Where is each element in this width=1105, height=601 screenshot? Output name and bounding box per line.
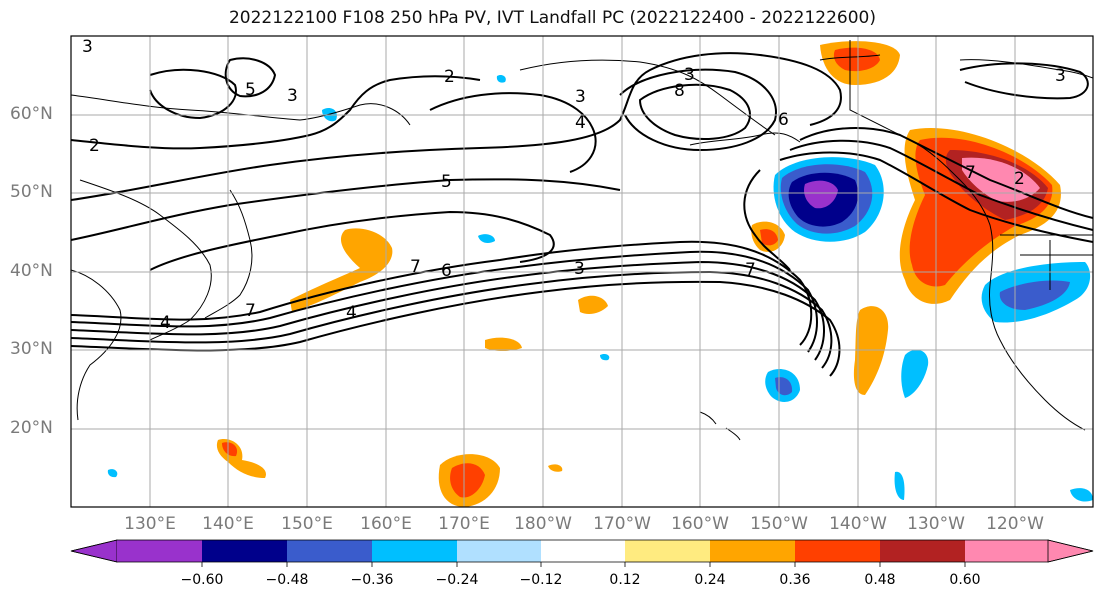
colorbar-tick-label: −0.48 (265, 572, 309, 588)
colorbar-segment (457, 540, 541, 562)
colorbar-tick-label: 0.48 (864, 572, 896, 588)
lat-label: 30°N (10, 339, 53, 359)
contour-label: 7 (245, 301, 256, 321)
map-title: 2022122100 F108 250 hPa PV, IVT Landfall… (228, 8, 876, 28)
lon-label: 150°E (281, 514, 333, 534)
contour-label: 2 (89, 136, 100, 156)
gridlines (71, 36, 1093, 507)
contour-label: 3 (684, 65, 695, 85)
colorbar-segment (625, 540, 710, 562)
contour-label: 5 (245, 80, 256, 100)
colorbar-tick-label: −0.24 (435, 572, 479, 588)
lon-label: 140°E (202, 514, 254, 534)
colorbar-segment (710, 540, 795, 562)
contour-label: 3 (287, 86, 298, 106)
pv-contours (71, 52, 1093, 377)
contour-label: 3 (82, 37, 93, 57)
contour-label: 7 (965, 163, 976, 183)
colorbar-segment (202, 540, 287, 562)
contour-label: 4 (346, 303, 357, 323)
contour-label: 3 (574, 259, 585, 279)
lon-label: 130°E (124, 514, 176, 534)
lon-label: 160°E (360, 514, 412, 534)
colorbar-segment (880, 540, 965, 562)
colorbar-tick-label: −0.36 (350, 572, 394, 588)
map-frame (70, 35, 1094, 508)
colorbar-tick-label: −0.12 (519, 572, 563, 588)
lon-label: 180°W (514, 514, 572, 534)
lat-label: 50°N (10, 182, 53, 202)
shading-layer (107, 41, 1093, 507)
contour-label: 3 (575, 87, 586, 107)
lat-label: 40°N (10, 261, 53, 281)
colorbar-tick-label: 0.60 (949, 572, 981, 588)
colorbar-segment (372, 540, 457, 562)
colorbar-segment (541, 540, 625, 562)
colorbar-segment (287, 540, 372, 562)
colorbar-tick-label: −0.60 (180, 572, 224, 588)
contour-label: 4 (575, 113, 586, 133)
colorbar-tick-label: 0.12 (609, 572, 641, 588)
contour-label: 2 (444, 67, 455, 87)
lon-label: 160°W (671, 514, 729, 534)
map-panel: 3 5 4 3 2 2 3 8 3 4 6 5 7 6 3 7 7 4 7 3 … (71, 36, 1093, 507)
colorbar-extend-right (1047, 539, 1094, 563)
colorbar-tick-label: 0.36 (779, 572, 811, 588)
contour-label: 5 (441, 172, 452, 192)
contour-label: 7 (410, 257, 421, 277)
lat-label: 60°N (10, 104, 53, 124)
lon-label: 170°W (593, 514, 651, 534)
contour-label: 3 (1055, 66, 1066, 86)
contour-label: 8 (674, 81, 685, 101)
contour-label: 6 (441, 261, 452, 281)
contour-label: 7 (745, 260, 756, 280)
colorbar-segment (965, 540, 1048, 562)
lon-label: 120°W (986, 514, 1044, 534)
lon-label: 130°W (907, 514, 965, 534)
contour-label: 2 (1014, 169, 1025, 189)
lon-label: 140°W (829, 514, 887, 534)
lat-label: 20°N (10, 418, 53, 438)
colorbar-segment (117, 540, 202, 562)
colorbar-outline (70, 539, 1094, 563)
contour-label: 6 (778, 110, 789, 130)
contour-label: 4 (160, 313, 171, 333)
colorbar-segment (795, 540, 880, 562)
lon-label: 170°E (438, 514, 490, 534)
colorbar-extend-left (70, 539, 118, 563)
contour-labels: 3 5 4 3 2 2 3 8 3 4 6 5 7 6 3 7 7 4 7 3 … (82, 37, 1066, 333)
colorbar-ticks (201, 562, 966, 567)
colorbar-tick-label: 0.24 (694, 572, 726, 588)
lon-label: 150°W (750, 514, 808, 534)
colorbar (70, 539, 1094, 567)
